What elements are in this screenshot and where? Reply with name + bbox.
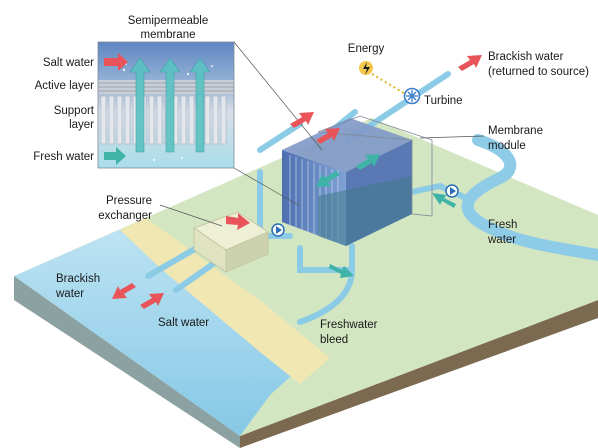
sea-front-edge <box>14 276 240 448</box>
label-membrane-module-1: Membrane <box>488 125 543 137</box>
arrow-module-left <box>316 171 340 187</box>
label-brackish-return-1: Brackish water <box>488 51 564 63</box>
membrane-inset <box>97 41 235 169</box>
label-pressure-1: Pressure <box>106 195 152 207</box>
leader-lines <box>159 41 485 227</box>
label-semipermeable-2: membrane <box>141 29 196 41</box>
energy-line <box>371 73 408 96</box>
arrow-salt-in <box>140 293 164 309</box>
arrow-fresh-inset <box>104 147 126 165</box>
label-fresh-water-inset: Fresh water <box>33 151 94 163</box>
label-pressure-2: exchanger <box>98 210 152 222</box>
arrow-exchanger <box>226 213 250 230</box>
turbine <box>403 87 421 105</box>
module-top <box>282 118 412 172</box>
pump-icon <box>445 184 459 198</box>
label-brackish-bottom-1: Brackish <box>56 273 100 285</box>
arrow-module-right <box>356 154 380 170</box>
pipe-brackish-out <box>145 243 203 279</box>
pump-icon <box>271 223 285 237</box>
arrow-bleed <box>329 264 354 278</box>
label-brackish-return-2: (returned to source) <box>488 66 589 78</box>
label-freshwater-bleed-1: Freshwater <box>320 319 378 331</box>
pipe-fresh-loop <box>297 243 355 273</box>
sea <box>14 220 320 436</box>
label-fresh-water-river-1: Fresh <box>488 219 517 231</box>
river <box>461 134 598 261</box>
label-membrane-module-2: module <box>488 140 526 152</box>
label-fresh-water-river-2: water <box>487 234 516 246</box>
label-brackish-bottom-2: water <box>55 288 84 300</box>
label-semipermeable-1: Semipermeable <box>128 15 209 27</box>
label-salt-water-top: Salt water <box>43 57 94 69</box>
label-support-1: Support <box>54 105 95 117</box>
flow-arrows <box>104 53 482 309</box>
arrow-salt-inset <box>104 53 128 71</box>
energy-icon <box>359 61 373 75</box>
membrane-module <box>282 115 433 246</box>
label-turbine: Turbine <box>424 95 463 107</box>
arrow-brackish-return <box>458 55 482 71</box>
pipe-module-top <box>257 121 303 153</box>
arrow-brackish-out <box>112 283 136 299</box>
label-active-layer: Active layer <box>35 80 95 92</box>
label-salt-water-bottom: Salt water <box>158 317 209 329</box>
upward-water-arrows <box>129 57 211 153</box>
label-energy: Energy <box>348 43 385 55</box>
soil-right-face <box>240 300 598 448</box>
labels: Semipermeable membrane Salt water Active… <box>33 15 589 346</box>
pipe-bleed <box>297 267 355 325</box>
pressure-exchanger <box>192 211 270 273</box>
pipe-fresh-in <box>399 182 473 203</box>
label-support-2: layer <box>69 119 94 131</box>
arrow-to-module <box>290 112 314 128</box>
arrow-fresh-river <box>432 193 456 208</box>
module-water-box <box>318 176 412 246</box>
arrow-module-top <box>316 128 340 144</box>
label-freshwater-bleed-2: bleed <box>320 334 348 346</box>
